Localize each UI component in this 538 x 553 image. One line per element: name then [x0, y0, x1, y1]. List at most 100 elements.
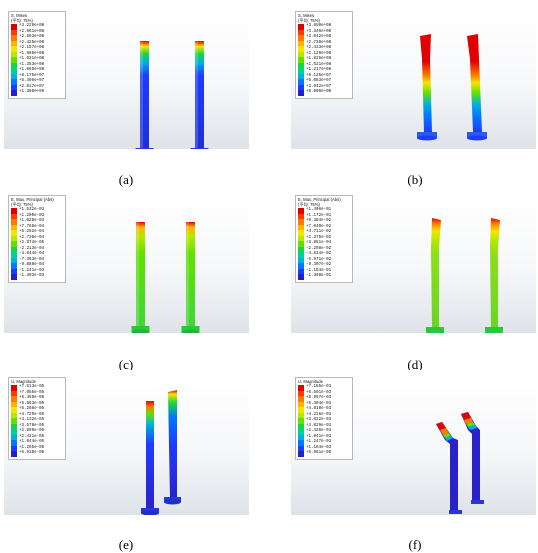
legend-value: +2.129e+08 — [306, 51, 332, 56]
legend-row: +1.247e-03 — [298, 440, 350, 446]
color-swatch — [11, 235, 17, 241]
bolt-model-displacement-e — [141, 390, 181, 515]
legend-row: +2.817e+07 — [11, 84, 63, 90]
legend-row: +1.280e-03 — [11, 213, 63, 219]
color-swatch — [298, 62, 304, 68]
color-swatch — [298, 68, 304, 74]
legend-row: -1.493e-03 — [11, 274, 63, 280]
color-swatch — [11, 407, 17, 413]
color-swatch — [11, 396, 17, 402]
legend-row: +2.157e+08 — [11, 46, 63, 52]
legend-value: +1.380e+06 — [19, 90, 45, 95]
legend-value: +1.247e-03 — [306, 440, 332, 445]
color-swatch — [298, 257, 304, 263]
color-swatch — [11, 451, 17, 457]
legend: S, Mises (平均: 75%) +3.229e+08 +2.961e+08… — [8, 11, 66, 99]
legend-row: +4.711e-02 — [298, 230, 350, 236]
legend-value: +4.810e-03 — [306, 407, 332, 412]
legend-value: +3.029e-03 — [306, 423, 332, 428]
legend-row: +1.085e+08 — [11, 68, 63, 74]
color-swatch — [11, 230, 17, 236]
legend-row: +1.621e+08 — [11, 57, 63, 63]
legend-row: +1.841e-03 — [298, 434, 350, 440]
legend-value: +7.185e-03 — [306, 385, 332, 390]
legend-value: +2.974e-05 — [19, 241, 45, 246]
color-swatch — [298, 235, 304, 241]
legend-row: +2.974e-05 — [11, 241, 63, 247]
legend-row: +7.056e-05 — [11, 390, 63, 396]
legend-value: +1.265e-05 — [19, 445, 45, 450]
legend-row: +6.591e-03 — [298, 390, 350, 396]
legend-value: +4.132e-05 — [19, 418, 45, 423]
color-swatch — [11, 46, 17, 52]
legend-value: +1.172e-01 — [306, 213, 332, 218]
legend-value: +1.280e-03 — [19, 213, 45, 218]
color-swatch — [298, 219, 304, 225]
legend: S, Mises (平均: 75%) +3.650e+08 +3.346e+08… — [295, 11, 353, 99]
legend-value: -6.971e-02 — [306, 257, 332, 262]
bolt-left — [417, 34, 437, 141]
legend-value: +2.375e-02 — [306, 235, 332, 240]
color-swatch — [298, 451, 304, 457]
color-swatch — [298, 263, 304, 269]
color-swatch — [11, 401, 17, 407]
legend-value: +5.404e-03 — [306, 401, 332, 406]
color-swatch — [11, 208, 17, 214]
legend-row: +3.042e+08 — [298, 35, 350, 41]
legend-value: +9.125e+07 — [306, 73, 332, 78]
legend-row: +5.252e-04 — [11, 230, 63, 236]
bolt-right — [181, 222, 200, 333]
legend-row: +1.164e-03 — [298, 445, 350, 451]
legend-row: +4.729e-05 — [11, 412, 63, 418]
legend-value: -2.298e-02 — [306, 246, 332, 251]
color-swatch — [298, 224, 304, 230]
legend-row: +3.851e-04 — [298, 241, 350, 247]
color-swatch — [298, 396, 304, 402]
color-swatch — [298, 51, 304, 57]
legend-row: +1.217e+08 — [298, 68, 350, 74]
legend-row: +7.185e-03 — [298, 385, 350, 391]
legend-value: +2.433e+08 — [306, 46, 332, 51]
color-swatch — [11, 224, 17, 230]
color-swatch — [298, 418, 304, 424]
color-swatch — [11, 73, 17, 79]
legend-row: -4.844e-04 — [11, 252, 63, 258]
legend-value: -7.363e-04 — [19, 257, 45, 262]
panel-a: S, Mises (平均: 75%) +3.229e+08 +2.961e+08… — [4, 4, 249, 149]
legend: U, Magnitude +7.613e-05 +7.056e-05 +6.45… — [8, 377, 66, 460]
legend-value: +7.768e-04 — [19, 224, 45, 229]
legend-value: +6.459e-05 — [19, 396, 45, 401]
legend-row: +1.889e+08 — [11, 51, 63, 57]
color-swatch — [11, 68, 17, 74]
legend-value: +5.961e-05 — [306, 451, 332, 456]
color-swatch — [298, 429, 304, 435]
color-swatch — [11, 219, 17, 225]
color-swatch — [11, 57, 17, 63]
color-swatch — [298, 246, 304, 252]
legend-value: +5.863e-05 — [19, 401, 45, 406]
color-swatch — [298, 46, 304, 52]
legend-value: +3.578e-05 — [19, 423, 45, 428]
legend-row: +3.029e-03 — [298, 423, 350, 429]
color-swatch — [298, 90, 304, 96]
color-swatch — [298, 423, 304, 429]
color-swatch — [11, 62, 17, 68]
legend-row: +6.459e-05 — [11, 396, 63, 402]
color-swatch — [298, 407, 304, 413]
bolt-left — [426, 218, 444, 333]
bolt-left — [131, 222, 150, 333]
bolt-right — [164, 390, 181, 505]
legend-value: -1.493e-03 — [19, 274, 45, 279]
legend-value: +7.040e-02 — [306, 224, 332, 229]
caption-a: (a) — [118, 172, 134, 187]
legend-row: -1.164e-01 — [298, 268, 350, 274]
panel-f: U, Magnitude +7.185e-03 +6.591e-03 +5.99… — [291, 370, 536, 515]
legend-row: +2.961e+08 — [11, 29, 63, 35]
legend-value: -4.844e-04 — [19, 252, 45, 257]
color-swatch — [11, 385, 17, 391]
legend-value: -9.888e-04 — [19, 263, 45, 268]
legend-row: -1.241e-03 — [11, 268, 63, 274]
legend-value: +1.825e+08 — [306, 57, 332, 62]
legend-row: +8.175e+07 — [11, 73, 63, 79]
legend-value: +1.521e+08 — [306, 62, 332, 67]
